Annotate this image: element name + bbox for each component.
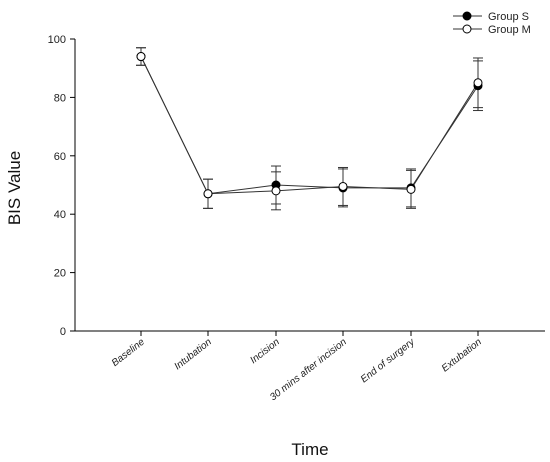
- x-tick-label: Incision: [248, 336, 282, 366]
- x-tick-label: End of surgery: [359, 336, 418, 385]
- y-tick-label: 60: [54, 151, 66, 163]
- data-point: [406, 184, 416, 194]
- x-tick-label: Baseline: [110, 336, 147, 369]
- legend-marker: [462, 11, 472, 21]
- series-2: [136, 47, 483, 211]
- y-tick-label: 40: [54, 209, 66, 221]
- data-point: [203, 189, 213, 199]
- legend-label: Group S: [488, 11, 529, 23]
- series-line: [140, 56, 479, 195]
- series-1-points: [136, 52, 483, 199]
- legend-label: Group M: [488, 24, 531, 36]
- y-tick-label: 80: [54, 92, 66, 104]
- series-line: [140, 56, 479, 195]
- data-point: [136, 52, 146, 62]
- x-axis-title: Time: [291, 440, 328, 459]
- legend-marker: [462, 24, 472, 34]
- y-axis-title: BIS Value: [5, 151, 24, 225]
- x-tick-label: Extubation: [440, 336, 484, 374]
- data-point: [338, 181, 348, 191]
- data-point: [271, 186, 281, 196]
- y-tick-label: 0: [60, 326, 66, 338]
- series-layer: [136, 47, 483, 211]
- y-tick-label: 20: [54, 268, 66, 280]
- series-2-points: [136, 52, 483, 199]
- data-point: [473, 78, 483, 88]
- series-1: [136, 47, 483, 209]
- x-tick-label: Intubation: [172, 336, 214, 372]
- y-tick-label: 100: [48, 34, 66, 46]
